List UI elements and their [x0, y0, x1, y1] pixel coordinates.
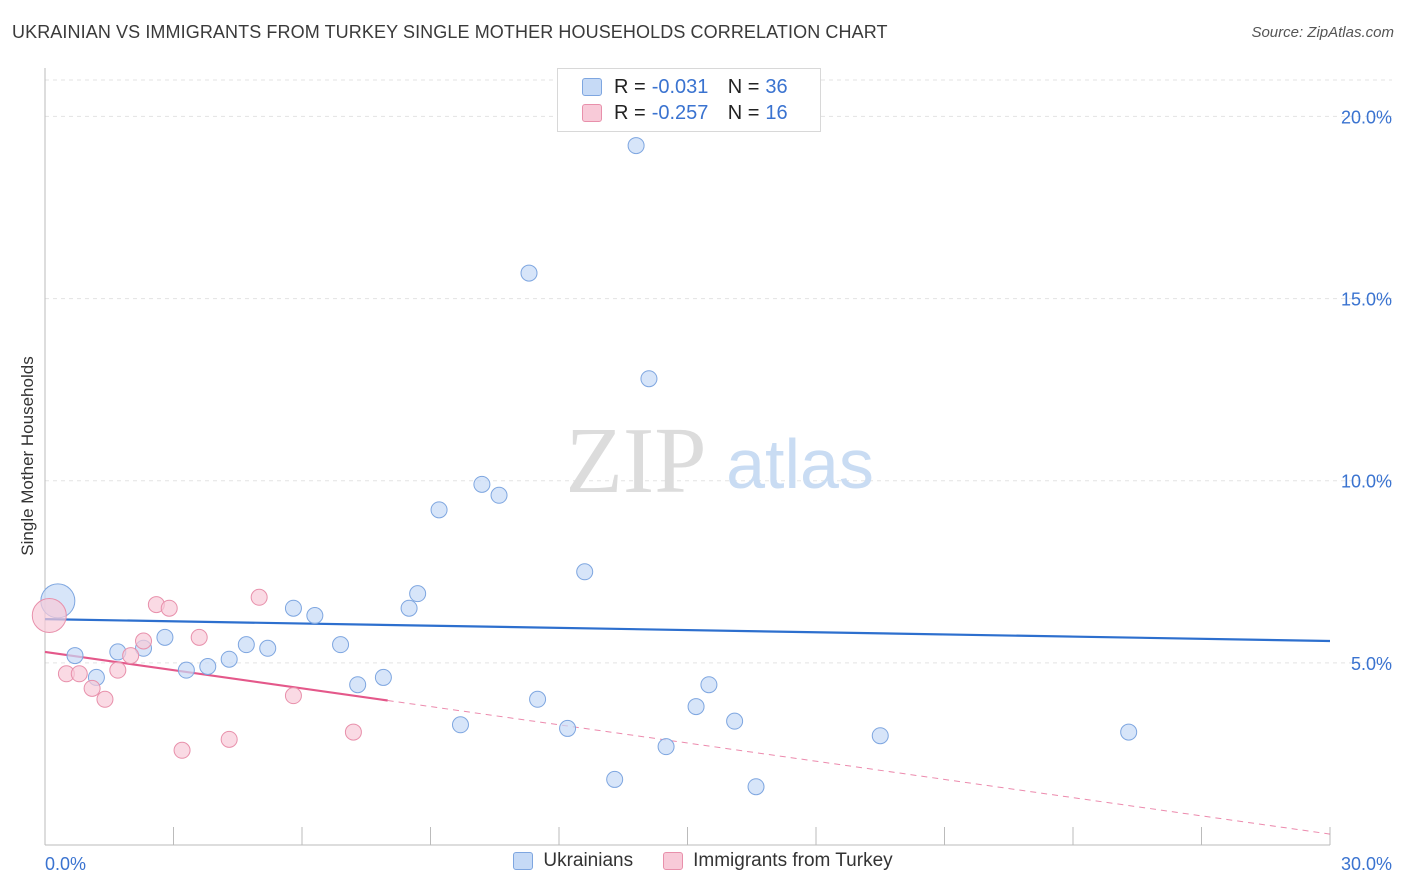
- ukrainian-point: [284, 599, 302, 617]
- source-label: Source: ZipAtlas.com: [1251, 24, 1394, 41]
- ukrainian-point: [259, 639, 277, 657]
- trend-lines: [44, 618, 1331, 835]
- axes: [44, 68, 1331, 846]
- n-label: N =: [727, 75, 760, 98]
- ukrainian-point: [747, 778, 765, 796]
- turkey-point: [160, 599, 178, 617]
- r-label: R =: [614, 101, 646, 124]
- turkey-point: [250, 588, 268, 606]
- turkey-legend-swatch: [663, 852, 684, 870]
- turkey-trend-extension: [387, 700, 1331, 835]
- ukrainian-point: [490, 486, 508, 504]
- stats-row-ukrainians: R = -0.031 N = 36: [582, 75, 788, 99]
- ukrainian-point: [199, 658, 217, 675]
- x-tick-label-min: 0.0%: [45, 854, 86, 874]
- ukrainian-point: [576, 563, 594, 581]
- ukrainian-point: [451, 716, 469, 734]
- ukrainian-point: [400, 599, 418, 617]
- stats-legend: R = -0.031 N = 36 R = -0.257 N = 16: [557, 68, 821, 132]
- n-value-turkey: 16: [765, 101, 788, 124]
- ukrainian-point: [473, 475, 491, 493]
- ukrainian-point: [409, 585, 427, 603]
- n-label: N =: [727, 101, 760, 124]
- chart-title: UKRAINIAN VS IMMIGRANTS FROM TURKEY SING…: [12, 22, 888, 42]
- turkey-point: [122, 647, 140, 665]
- y-tick-label: 10.0%: [1341, 472, 1392, 492]
- turkey-swatch: [582, 104, 602, 122]
- ukrainian-point: [332, 636, 350, 654]
- ukrainian-point: [627, 137, 645, 155]
- x-tick-label-max: 30.0%: [1341, 854, 1392, 874]
- ukrainians-swatch: [582, 78, 602, 96]
- stats-row-turkey: R = -0.257 N = 16: [582, 101, 788, 125]
- ukrainian-point: [529, 690, 547, 708]
- ukrainian-point: [640, 370, 658, 388]
- turkey-point: [96, 690, 114, 708]
- ukrainian-point: [700, 676, 718, 694]
- ukrainian-point: [559, 719, 577, 737]
- legend-label-turkey: Immigrants from Turkey: [693, 850, 893, 871]
- turkey-point: [83, 679, 101, 697]
- turkey-point: [284, 687, 302, 705]
- legend-label-ukrainians: Ukrainians: [543, 850, 634, 871]
- ukrainians-legend-swatch: [513, 852, 534, 870]
- turkey-point: [31, 598, 67, 633]
- ukrainian-point: [220, 650, 238, 668]
- turkey-point: [344, 723, 362, 741]
- turkey-point: [135, 632, 153, 650]
- y-tick-label: 5.0%: [1351, 654, 1392, 674]
- watermark: ZIP atlas: [566, 409, 874, 513]
- ukrainian-point: [726, 712, 744, 730]
- ukrainian-point: [871, 727, 889, 745]
- r-value-ukrainians: -0.031: [651, 75, 709, 98]
- series-legend: Ukrainians Immigrants from Turkey: [0, 850, 1406, 872]
- ukrainian-point: [237, 636, 255, 654]
- ukrainian-point: [430, 501, 448, 519]
- n-value-ukrainians: 36: [765, 75, 788, 98]
- ukrainians-trend-line: [44, 618, 1331, 643]
- grid-lines: [45, 79, 1392, 664]
- turkey-point: [190, 628, 208, 646]
- turkey-trend-line: [44, 650, 388, 702]
- legend-item-turkey[interactable]: Immigrants from Turkey: [663, 850, 893, 872]
- ukrainian-point: [657, 738, 675, 756]
- ukrainian-point: [1120, 723, 1138, 741]
- turkey-point: [70, 665, 88, 683]
- y-tick-label: 20.0%: [1341, 107, 1392, 127]
- ukrainian-point: [349, 676, 367, 694]
- ukrainian-point: [66, 647, 84, 665]
- y-tick-label: 15.0%: [1341, 290, 1392, 310]
- ukrainian-point: [687, 698, 705, 716]
- turkey-point: [109, 661, 127, 679]
- ukrainian-point: [177, 661, 195, 679]
- r-value-turkey: -0.257: [651, 101, 709, 124]
- legend-item-ukrainians[interactable]: Ukrainians: [513, 850, 633, 872]
- turkey-point: [220, 730, 238, 748]
- ukrainian-point: [520, 264, 538, 282]
- watermark-atlas: atlas: [726, 425, 874, 503]
- r-label: R =: [614, 75, 646, 98]
- watermark-zip: ZIP: [566, 409, 707, 513]
- ukrainian-point: [606, 770, 624, 788]
- ukrainian-point: [374, 668, 392, 686]
- ukrainian-point: [156, 628, 174, 646]
- tick-labels: 5.0% 10.0% 15.0% 20.0% 0.0% 30.0%: [45, 107, 1392, 874]
- ukrainian-point: [306, 607, 324, 624]
- data-points: [31, 137, 1138, 796]
- turkey-point: [173, 741, 191, 759]
